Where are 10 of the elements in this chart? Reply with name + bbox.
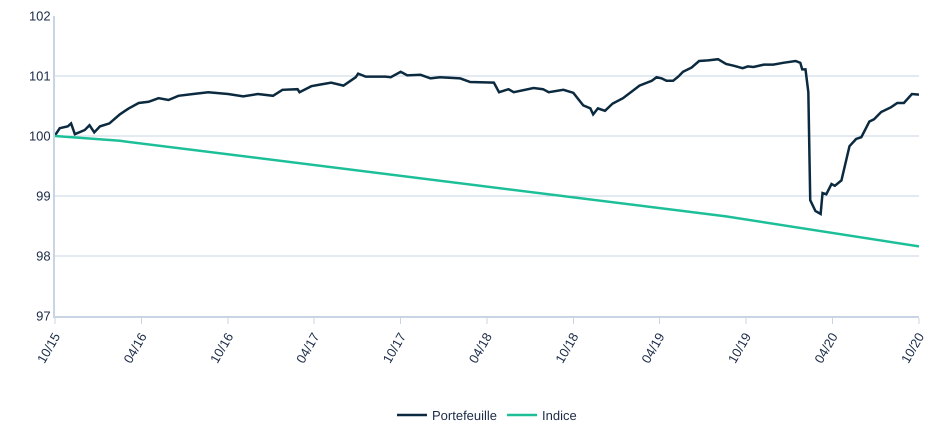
y-tick-label: 101 <box>28 68 51 84</box>
legend-label: Indice <box>542 408 577 424</box>
y-tick-label: 99 <box>36 188 51 204</box>
y-tick-label: 97 <box>36 308 51 324</box>
line-series <box>55 134 919 248</box>
y-tick-label: 98 <box>36 248 51 264</box>
y-tick-label: 100 <box>28 128 51 144</box>
line-series <box>55 58 919 216</box>
legend-label: Portefeuille <box>432 408 498 424</box>
y-tick-label: 102 <box>28 8 51 24</box>
